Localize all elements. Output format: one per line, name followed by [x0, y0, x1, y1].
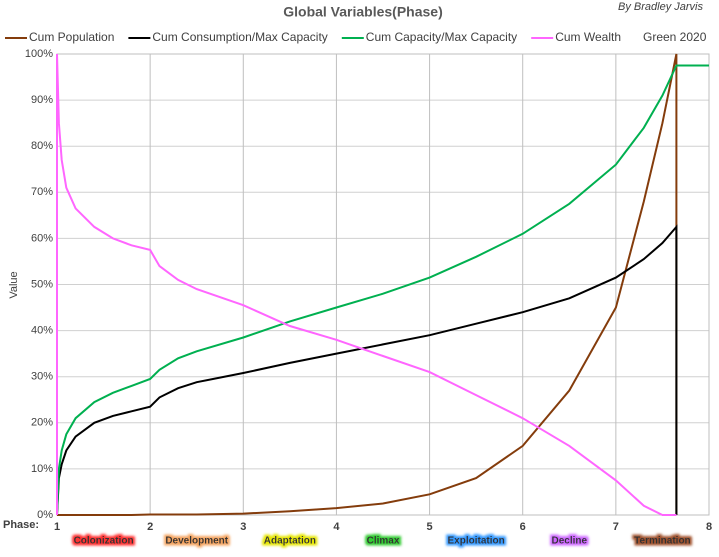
phase-label: Decline	[551, 536, 587, 547]
phase-label: Development	[165, 536, 228, 547]
y-tick-label: 10%	[31, 463, 53, 475]
y-axis-label: Value	[8, 271, 20, 298]
series-line	[57, 53, 678, 516]
y-tick-label: 60%	[31, 232, 53, 244]
phase-label: Termination	[634, 536, 690, 547]
legend-label: Cum Wealth	[555, 30, 621, 44]
y-tick-label: 70%	[31, 186, 53, 198]
series-line	[56, 224, 678, 516]
y-tick-label: 0%	[37, 509, 53, 521]
x-tick-label: 5	[427, 521, 433, 533]
x-axis-label: Phase:	[3, 519, 39, 531]
x-tick-label: 7	[613, 521, 619, 533]
y-tick-label: 40%	[31, 325, 53, 337]
byline: By Bradley Jarvis	[618, 1, 703, 13]
legend-label: Cum Consumption/Max Capacity	[152, 30, 327, 44]
y-tick-label: 90%	[31, 94, 53, 106]
note: Green 2020	[643, 30, 707, 44]
x-tick-label: 2	[147, 521, 153, 533]
x-tick-label: 3	[240, 521, 246, 533]
x-tick-label: 1	[54, 521, 60, 533]
phase-label: Exploitation	[448, 536, 505, 547]
y-tick-label: 50%	[31, 278, 53, 290]
y-tick-label: 100%	[25, 48, 53, 60]
phase-label: Climax	[367, 536, 400, 547]
y-tick-label: 80%	[31, 140, 53, 152]
chart-title: Global Variables(Phase)	[283, 4, 443, 20]
phase-label: Adaptation	[264, 536, 316, 547]
legend-label: Cum Capacity/Max Capacity	[366, 30, 517, 44]
phase-label: Colonization	[74, 536, 134, 547]
series-line	[56, 53, 677, 516]
y-tick-label: 20%	[31, 417, 53, 429]
x-tick-label: 6	[520, 521, 526, 533]
x-tick-label: 8	[706, 521, 712, 533]
series-line	[56, 64, 709, 516]
y-tick-label: 30%	[31, 371, 53, 383]
x-tick-label: 4	[333, 521, 340, 533]
legend-label: Cum Population	[29, 30, 114, 44]
